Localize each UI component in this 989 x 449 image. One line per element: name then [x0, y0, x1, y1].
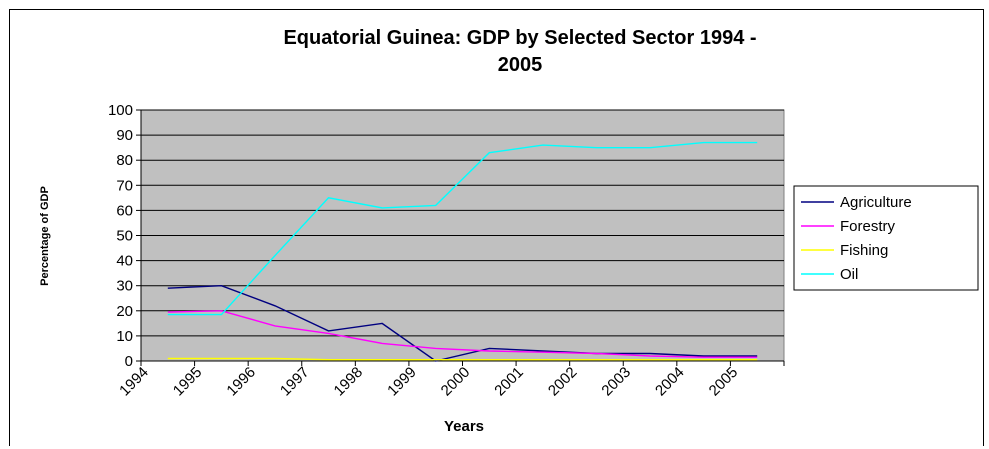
- y-axis-title: Percentage of GDP: [39, 186, 51, 286]
- x-axis: 1994 1995 1996 1997 1998 1999 2000 2001 2002 2003…: [116, 361, 784, 399]
- legend-label-fishing: Fishing: [840, 242, 888, 259]
- y-tick-label: 50: [116, 228, 133, 245]
- y-tick-label: 80: [116, 152, 133, 169]
- y-tick-label: 100: [108, 102, 133, 119]
- x-tick-label: 1996: [223, 364, 259, 400]
- x-tick-label: 1997: [277, 364, 313, 400]
- x-tick-label: 2003: [598, 364, 634, 400]
- x-tick-label: 1999: [384, 364, 420, 400]
- y-tick-label: 60: [116, 202, 133, 219]
- y-axis: 0 10 20 30 40 50 60 70 80 90 100: [108, 102, 141, 370]
- chart-title-line2: 2005: [498, 54, 543, 76]
- legend-label-agriculture: Agriculture: [840, 194, 912, 211]
- x-tick-label: 1998: [331, 364, 367, 400]
- y-tick-label: 30: [116, 278, 133, 295]
- y-tick-label: 90: [116, 127, 133, 144]
- x-tick-label: 1994: [116, 364, 152, 400]
- x-tick-label: 2000: [438, 364, 474, 400]
- x-tick-label: 1995: [170, 364, 206, 400]
- y-tick-label: 0: [125, 353, 133, 370]
- legend-label-forestry: Forestry: [840, 218, 896, 235]
- x-tick-label: 2004: [652, 364, 688, 400]
- legend-label-oil: Oil: [840, 266, 858, 283]
- chart-title-line1: Equatorial Guinea: GDP by Selected Secto…: [283, 27, 756, 49]
- x-tick-label: 2001: [491, 364, 527, 400]
- y-tick-label: 20: [116, 303, 133, 320]
- legend: Agriculture Forestry Fishing Oil: [794, 186, 978, 290]
- x-tick-label: 2002: [545, 364, 581, 400]
- x-axis-title: Years: [444, 418, 484, 435]
- y-tick-label: 40: [116, 253, 133, 270]
- x-tick-label: 2005: [706, 364, 742, 400]
- y-tick-label: 70: [116, 177, 133, 194]
- y-tick-label: 10: [116, 328, 133, 345]
